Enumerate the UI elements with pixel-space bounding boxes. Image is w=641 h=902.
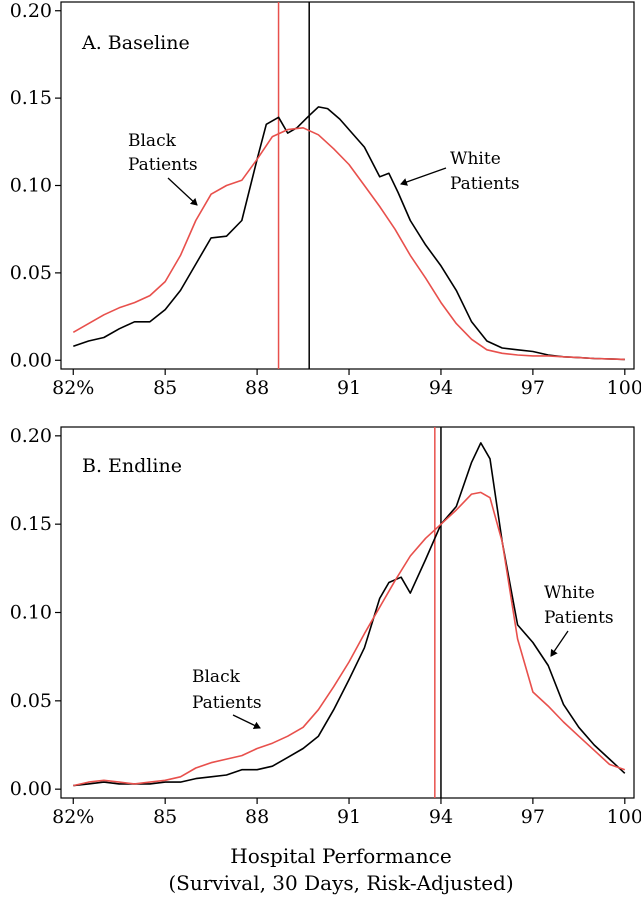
annotation-arrow bbox=[232, 714, 261, 730]
y-tick-label: 0.10 bbox=[10, 175, 52, 197]
annotation-line: Patients bbox=[192, 693, 262, 713]
annotation-black-patients: Black Patients bbox=[128, 131, 198, 206]
x-tick-label: 100 bbox=[607, 806, 641, 828]
panel-title: A. Baseline bbox=[81, 32, 190, 54]
x-axis: 82% 85 88 91 94 97 100 bbox=[52, 369, 641, 399]
series-line-white-patients bbox=[73, 106, 625, 361]
series-line-black-patients bbox=[72, 127, 625, 361]
x-axis-label-subtitle: (Survival, 30 Days, Risk-Adjusted) bbox=[168, 871, 513, 895]
density-series bbox=[72, 106, 625, 361]
annotation-arrow bbox=[400, 167, 447, 186]
y-tick-label: 0.05 bbox=[10, 262, 52, 284]
plot-frame bbox=[60, 1, 635, 370]
annotation-white-patients: White Patients bbox=[544, 583, 614, 657]
x-tick-label: 85 bbox=[153, 377, 177, 399]
x-axis-label: Hospital Performance bbox=[230, 844, 451, 868]
y-tick-label: 0.20 bbox=[10, 425, 52, 447]
panel-title: B. Endline bbox=[82, 455, 182, 477]
x-tick-label: 85 bbox=[153, 806, 177, 828]
x-tick-label: 100 bbox=[607, 377, 641, 399]
annotation-line: Black bbox=[192, 667, 241, 687]
annotation-white-patients: White Patients bbox=[400, 149, 520, 194]
x-tick-label: 88 bbox=[245, 377, 269, 399]
y-tick-label: 0.10 bbox=[10, 602, 52, 624]
annotation-arrow bbox=[550, 630, 569, 657]
y-tick-label: 0.15 bbox=[10, 513, 52, 535]
annotation-line: Patients bbox=[128, 155, 198, 175]
x-tick-label: 82% bbox=[52, 806, 94, 828]
x-tick-label: 94 bbox=[429, 806, 453, 828]
x-tick-label: 91 bbox=[337, 806, 361, 828]
y-axis: 0.00 0.05 0.10 0.15 0.20 bbox=[10, 0, 61, 371]
annotation-line: White bbox=[450, 149, 501, 169]
x-tick-label: 97 bbox=[521, 806, 545, 828]
annotation-line: Patients bbox=[544, 608, 614, 628]
series-line-white-patients bbox=[73, 442, 626, 787]
y-tick-label: 0.15 bbox=[10, 87, 52, 109]
annotation-arrow bbox=[167, 177, 198, 206]
x-tick-label: 82% bbox=[52, 377, 94, 399]
x-tick-label: 91 bbox=[337, 377, 361, 399]
panel-endline: 0.00 0.05 0.10 0.15 0.20 82% 85 88 91 94 97 100 B.… bbox=[10, 425, 641, 828]
mean-lines bbox=[434, 427, 442, 798]
y-tick-label: 0.00 bbox=[10, 778, 52, 800]
x-tick-label: 88 bbox=[245, 806, 269, 828]
density-series bbox=[73, 442, 626, 787]
y-tick-label: 0.05 bbox=[10, 690, 52, 712]
annotation-black-patients: Black Patients bbox=[192, 667, 262, 730]
y-tick-label: 0.20 bbox=[10, 0, 52, 22]
y-tick-label: 0.00 bbox=[10, 349, 52, 371]
panel-baseline: 0.00 0.05 0.10 0.15 0.20 82% 85 88 91 94 97 100 A.… bbox=[10, 0, 641, 399]
x-tick-label: 94 bbox=[429, 377, 453, 399]
annotation-line: Patients bbox=[450, 174, 520, 194]
x-axis: 82% 85 88 91 94 97 100 bbox=[52, 798, 641, 828]
series-line-black-patients bbox=[73, 491, 626, 787]
x-tick-label: 97 bbox=[521, 377, 545, 399]
mean-lines bbox=[277, 2, 310, 369]
annotation-line: Black bbox=[128, 131, 177, 151]
y-axis: 0.00 0.05 0.10 0.15 0.20 bbox=[10, 425, 61, 800]
annotation-line: White bbox=[544, 583, 595, 603]
